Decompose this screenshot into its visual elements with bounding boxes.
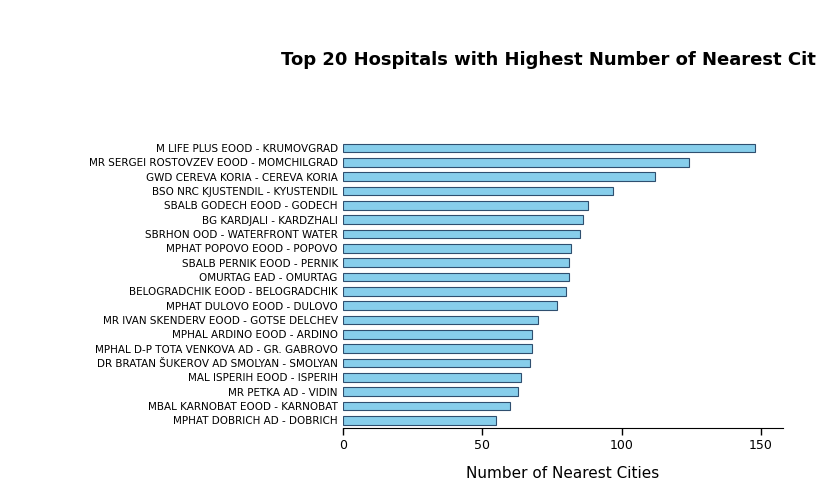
Text: Top 20 Hospitals with Highest Number of Nearest Cities: Top 20 Hospitals with Highest Number of … [281, 51, 816, 69]
Bar [343, 345, 532, 353]
Bar [343, 301, 557, 310]
Bar [343, 173, 655, 181]
Bar [343, 201, 588, 210]
Bar [343, 259, 569, 267]
Bar [343, 144, 756, 152]
Bar [343, 373, 521, 382]
Bar [343, 416, 496, 425]
Bar [343, 273, 569, 281]
Bar [343, 230, 580, 238]
Bar [343, 244, 571, 253]
Bar [343, 402, 510, 410]
Bar [343, 387, 518, 396]
Bar [343, 158, 689, 166]
Bar [343, 287, 565, 296]
Bar [343, 359, 530, 367]
Bar [343, 215, 583, 224]
Bar [343, 187, 614, 195]
Bar [343, 316, 538, 324]
X-axis label: Number of Nearest Cities: Number of Nearest Cities [467, 466, 659, 481]
Bar [343, 330, 532, 339]
